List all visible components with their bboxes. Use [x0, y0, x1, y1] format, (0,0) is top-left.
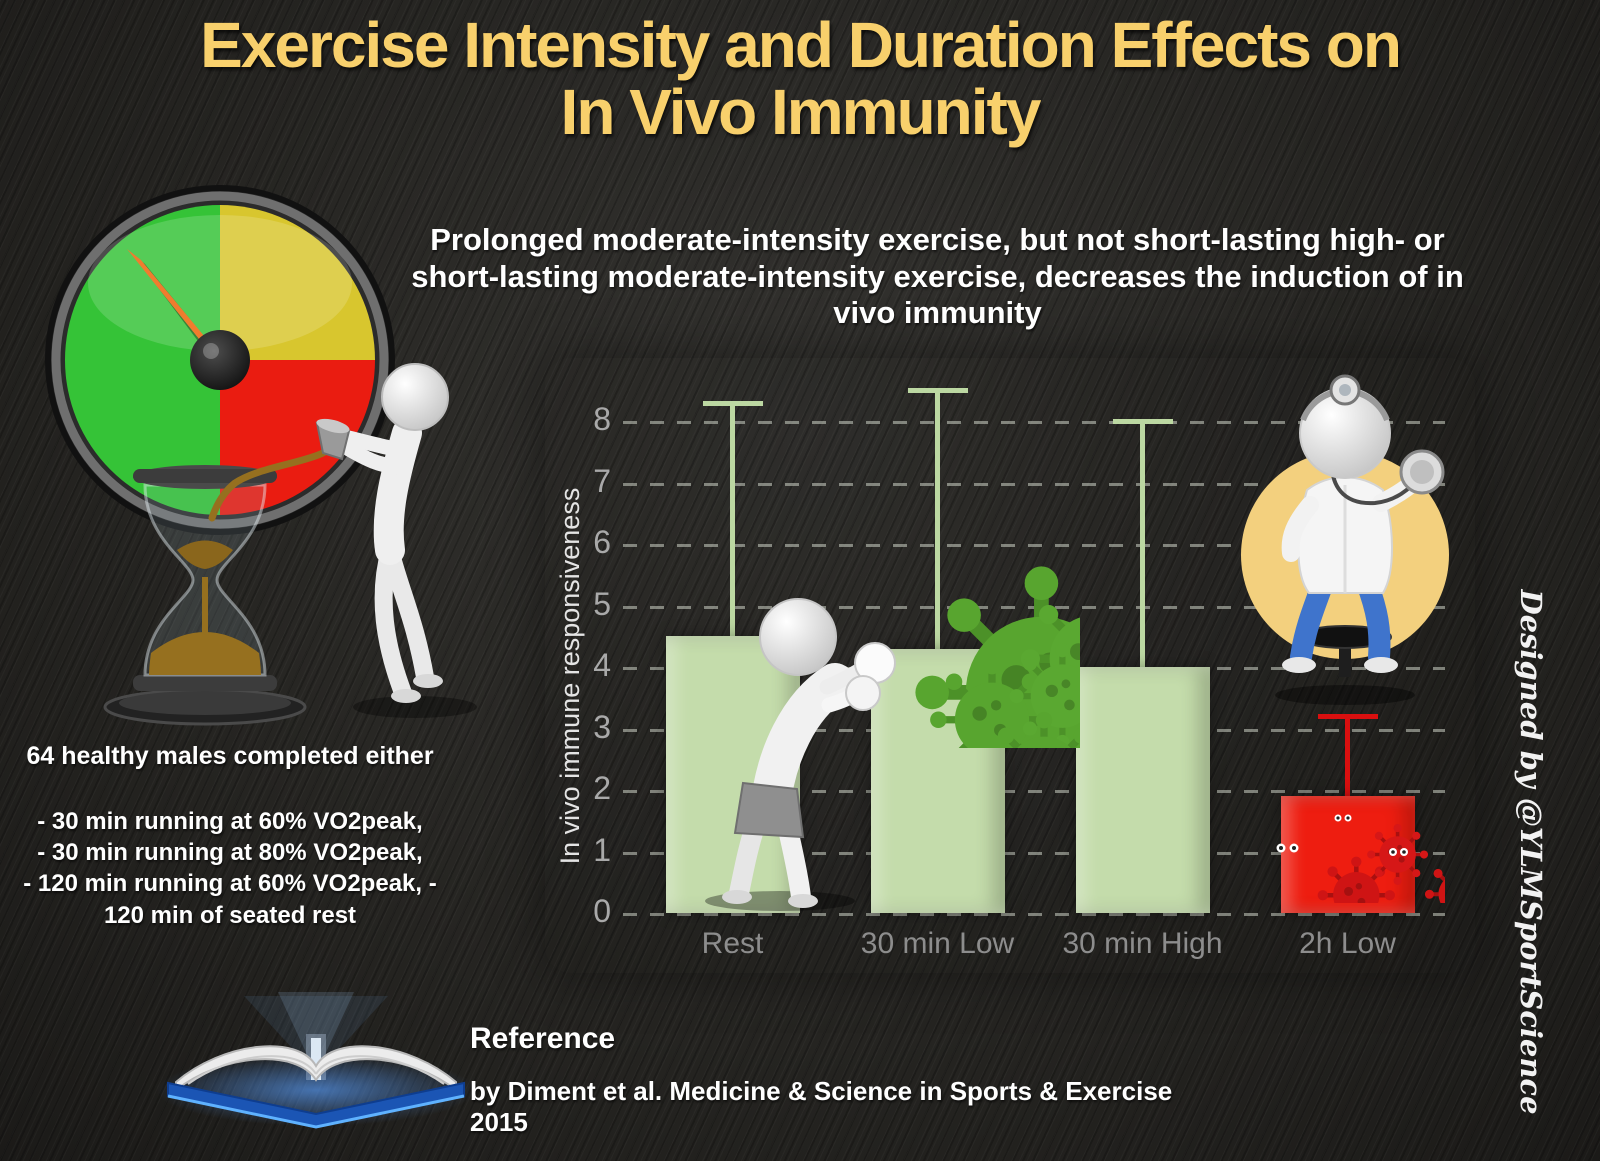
error-bar-stem: [1345, 716, 1350, 797]
figure-shadow: [353, 696, 477, 718]
x-category-label: 2h Low: [1299, 927, 1396, 960]
y-tick-label: 4: [593, 647, 611, 683]
protocol-line: 120 min of seated rest: [103, 901, 357, 929]
error-bar-cap: [702, 400, 763, 406]
reference-block: Reference by Diment et al. Medicine & Sc…: [470, 1022, 1230, 1138]
x-category-label: Rest: [701, 927, 764, 960]
protocol-list: - 30 min running at 60% VO2peak, - 30 mi…: [5, 806, 455, 931]
reference-citation: by Diment et al. Medicine & Science in S…: [470, 1076, 1173, 1137]
y-tick-label: 0: [593, 893, 611, 929]
gridline: [623, 482, 1445, 486]
page-title-line1: Exercise Intensity and Duration Effects …: [200, 9, 1402, 81]
protocol-line: - 30 min running at 60% VO2peak,: [37, 808, 423, 835]
error-bar-cap: [1317, 714, 1378, 720]
y-tick-label: 3: [593, 708, 611, 745]
subtitle: Prolonged moderate-intensity exercise, b…: [411, 222, 1464, 331]
speedometer-icon-svg: [45, 185, 395, 535]
y-tick-label: 1: [593, 831, 611, 868]
study-intro-text: 64 healthy males completed either: [26, 742, 434, 770]
bar: [665, 636, 800, 913]
protocol-line: - 120 min running at 60% VO2peak, -: [23, 870, 437, 898]
hourglass-icon: [85, 345, 515, 740]
x-category-label: 30 min Low: [860, 927, 1015, 960]
gridline: [623, 544, 1445, 547]
y-tick-label: 2: [593, 770, 611, 806]
error-bar-cap: [907, 388, 968, 394]
page-title-line2: In Vivo Immunity: [560, 75, 1042, 148]
designer-credit: Designed by @YLMSportScience: [1514, 589, 1548, 1115]
y-tick-label: 7: [593, 462, 611, 499]
gridline: [623, 913, 1445, 916]
pouring-figure-icon: [315, 363, 449, 703]
x-category-label: 30 min High: [1062, 927, 1223, 960]
gridline: [623, 605, 1445, 609]
bar: [1075, 667, 1210, 913]
y-tick-label: 8: [593, 401, 611, 437]
gridline: [623, 851, 1445, 855]
error-bar-stem: [730, 402, 735, 637]
bar: [1280, 796, 1415, 913]
book-icon: [148, 982, 483, 1137]
protocol-line: - 30 min running at 80% VO2peak,: [37, 839, 423, 867]
y-tick-label: 6: [593, 524, 611, 560]
reference-heading: Reference: [470, 1022, 616, 1055]
speedometer-icon: [25, 165, 415, 555]
error-bar-stem: [935, 390, 940, 649]
sand-stream: [208, 436, 344, 522]
open-book-svg: [156, 992, 476, 1129]
bar: [870, 648, 1005, 913]
y-tick-label: 5: [593, 585, 611, 622]
hourglass-and-pouring-figure-svg: [103, 363, 477, 726]
error-bar-cap: [1112, 419, 1173, 424]
page-title: Exercise Intensity and Duration Effects …: [0, 12, 1600, 145]
error-bar-stem: [1140, 421, 1145, 667]
gridline: [623, 421, 1445, 424]
